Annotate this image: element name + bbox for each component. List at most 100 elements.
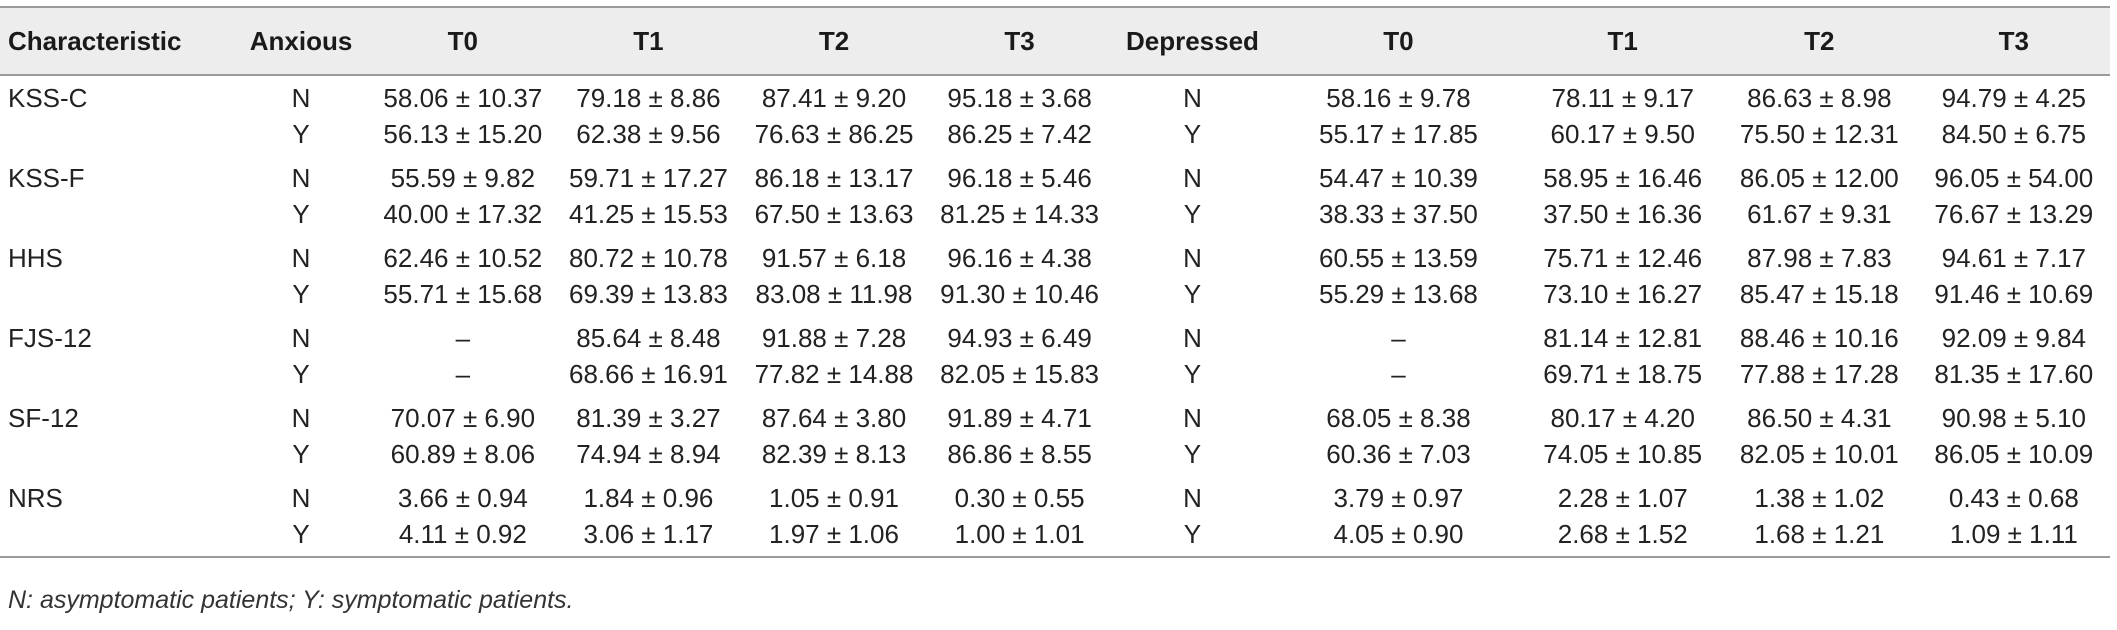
cell-anxious-t0: 62.46 ± 10.52 [383,242,543,273]
cell-anxious-t3: 96.18 ± 5.46 [947,162,1092,193]
cell-characteristic: KSS-C [8,82,88,113]
header-anxious-t3: T3 [926,6,1113,76]
cell-depressed-t2: 87.98 ± 7.83 [1747,242,1892,273]
cell-depressed-t3: 84.50 ± 6.75 [1941,118,2087,149]
cell-depressed-t2: 75.50 ± 12.31 [1739,118,1899,149]
table-body: KSS-C N 58.06 ± 10.37 79.18 ± 8.86 87.41 ± 9… [0,75,2110,558]
cell-anxious-t3: 86.25 ± 7.42 [947,118,1092,149]
cell-depressed-t3: 94.79 ± 4.25 [1941,82,2087,113]
cell-characteristic: FJS-12 [8,322,92,353]
cell-depressed-t1: 73.10 ± 16.27 [1543,278,1703,309]
cell-anxious-t0: 55.59 ± 9.82 [390,162,536,193]
cell-anxious-t2: 91.88 ± 7.28 [761,322,907,353]
cell-depressed: N [1183,402,1202,433]
cell-anxious-t2: 1.97 ± 1.06 [741,516,927,558]
cell-characteristic: HHS [8,242,63,273]
cell-anxious-t3: 86.86 ± 8.55 [947,438,1092,469]
cell-anxious-t1: 74.94 ± 8.94 [576,438,721,469]
cell-anxious-t0: 58.06 ± 10.37 [383,82,543,113]
cell-depressed-t0: 58.16 ± 9.78 [1326,82,1471,113]
cell-depressed-t2: 86.50 ± 4.31 [1747,402,1892,433]
cell-depressed-t0: – [1391,322,1406,353]
cell-depressed: N [1183,82,1202,113]
cell-anxious-t2: 76.63 ± 86.25 [754,118,914,149]
cell-depressed: N [1183,482,1202,513]
cell-characteristic [0,436,232,476]
cell-depressed-t1: 80.17 ± 4.20 [1550,402,1695,433]
cell-anxious-t3: 1.00 ± 1.01 [926,516,1113,558]
table-row: Y 60.89 ± 8.06 74.94 ± 8.94 82.39 ± 8.13 86.… [0,436,2110,476]
table-row: FJS-12 N – 85.64 ± 8.48 91.88 ± 7.28 94.93 ± … [0,316,2110,356]
cell-depressed: N [1183,162,1202,193]
cell-depressed-t0: 4.05 ± 0.90 [1272,516,1525,558]
table-row: Y 40.00 ± 17.32 41.25 ± 15.53 67.50 ± 13.63… [0,196,2110,236]
cell-depressed-t3: 91.46 ± 10.69 [1934,278,2094,309]
cell-depressed: Y [1112,516,1273,558]
cell-depressed-t2: 61.67 ± 9.31 [1747,198,1892,229]
cell-anxious-t1: 79.18 ± 8.86 [576,82,721,113]
cell-depressed-t2: 86.63 ± 8.98 [1747,82,1892,113]
cell-depressed-t1: 75.71 ± 12.46 [1543,242,1703,273]
cell-depressed-t1: 74.05 ± 10.85 [1543,438,1703,469]
cell-anxious: Y [292,198,310,229]
cell-depressed-t3: 81.35 ± 17.60 [1934,358,2094,389]
cell-anxious-t0: 4.11 ± 0.92 [370,516,556,558]
cell-anxious: Y [292,438,310,469]
cell-anxious-t2: 83.08 ± 11.98 [755,278,913,309]
cell-depressed-t1: 2.68 ± 1.52 [1524,516,1722,558]
header-depressed-t2: T2 [1721,6,1918,76]
cell-anxious: N [291,82,311,113]
cell-anxious-t0: – [455,322,471,353]
cell-depressed-t1: 78.11 ± 9.17 [1551,82,1694,113]
cell-anxious: N [291,322,311,353]
cell-depressed-t1: 2.28 ± 1.07 [1557,482,1688,513]
table-row: SF-12 N 70.07 ± 6.90 81.39 ± 3.27 87.64 ± 3.… [0,396,2110,436]
header-depressed-t3: T3 [1917,6,2110,76]
table-footnote: N: asymptomatic patients; Y: symptomatic… [8,586,574,614]
cell-anxious: N [291,242,311,273]
cell-anxious: N [291,402,311,433]
header-anxious-t2: T2 [741,6,927,76]
header-row: Characteristic Anxious T0 T1 T2 T3 Depre… [0,6,2110,76]
table-row: KSS-F N 55.59 ± 9.82 59.71 ± 17.27 86.18 ± 1… [0,156,2110,196]
table-row: Y 56.13 ± 15.20 62.38 ± 9.56 76.63 ± 86.25 8… [0,116,2110,156]
table-row: NRS N 3.66 ± 0.94 1.84 ± 0.96 1.05 ± 0.91 0.3… [0,476,2110,516]
cell-depressed: N [1183,242,1202,273]
cell-anxious-t3: 95.18 ± 3.68 [947,82,1092,113]
cell-depressed-t3: 94.61 ± 7.17 [1941,242,2087,273]
cell-anxious-t2: 82.39 ± 8.13 [761,438,907,469]
cell-anxious-t1: 1.84 ± 0.96 [583,482,714,513]
table-row: HHS N 62.46 ± 10.52 80.72 ± 10.78 91.57 ± 6.… [0,236,2110,276]
cell-anxious-t3: 91.30 ± 10.46 [940,278,1099,309]
cell-depressed-t0: 60.36 ± 7.03 [1326,438,1471,469]
cell-depressed-t1: 81.14 ± 12.81 [1543,322,1703,353]
cell-anxious-t1: 41.25 ± 15.53 [569,198,728,229]
cell-depressed: Y [1183,358,1202,389]
cell-anxious-t3: 96.16 ± 4.38 [947,242,1092,273]
cell-anxious-t3: 0.30 ± 0.55 [954,482,1085,513]
cell-anxious: Y [231,516,371,558]
cell-characteristic [0,356,232,396]
cell-anxious-t2: 87.41 ± 9.20 [761,82,907,113]
cell-anxious-t3: 94.93 ± 6.49 [947,322,1092,353]
cell-anxious-t3: 81.25 ± 14.33 [940,198,1099,229]
cell-anxious: N [291,162,311,193]
table-row: KSS-C N 58.06 ± 10.37 79.18 ± 8.86 87.41 ± 9… [0,75,2110,116]
header-anxious-t0: T0 [370,6,556,76]
cell-anxious-t1: 59.71 ± 17.27 [569,162,728,193]
cell-depressed-t3: 90.98 ± 5.10 [1941,402,2087,433]
cell-characteristic [0,516,232,558]
cell-anxious-t0: 40.00 ± 17.32 [383,198,543,229]
cell-depressed: N [1183,322,1202,353]
cell-depressed-t0: – [1391,358,1406,389]
cell-characteristic: NRS [8,482,63,513]
cell-depressed: Y [1183,278,1202,309]
cell-depressed-t1: 69.71 ± 18.75 [1543,358,1703,389]
results-table: Characteristic Anxious T0 T1 T2 T3 Depre… [0,6,2110,558]
header-depressed-t0: T0 [1272,6,1525,76]
cell-anxious-t0: 3.66 ± 0.94 [397,482,528,513]
header-depressed: Depressed [1112,6,1273,76]
cell-anxious-t1: 3.06 ± 1.17 [555,516,742,558]
cell-anxious-t0: 60.89 ± 8.06 [390,438,536,469]
cell-anxious-t2: 1.05 ± 0.91 [769,482,899,513]
